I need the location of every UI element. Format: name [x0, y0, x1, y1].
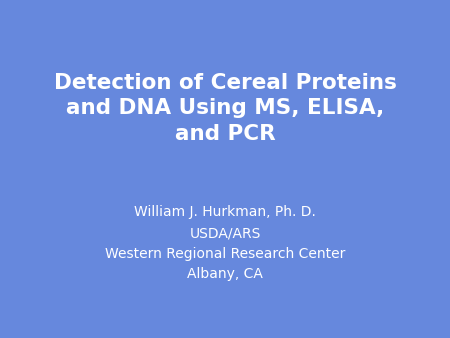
Text: Detection of Cereal Proteins
and DNA Using MS, ELISA,
and PCR: Detection of Cereal Proteins and DNA Usi…: [54, 73, 396, 144]
Text: William J. Hurkman, Ph. D.
USDA/ARS
Western Regional Research Center
Albany, CA: William J. Hurkman, Ph. D. USDA/ARS West…: [105, 206, 345, 281]
